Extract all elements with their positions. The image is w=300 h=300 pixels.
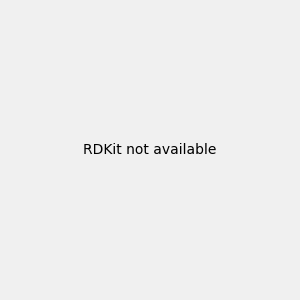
Text: RDKit not available: RDKit not available: [83, 143, 217, 157]
